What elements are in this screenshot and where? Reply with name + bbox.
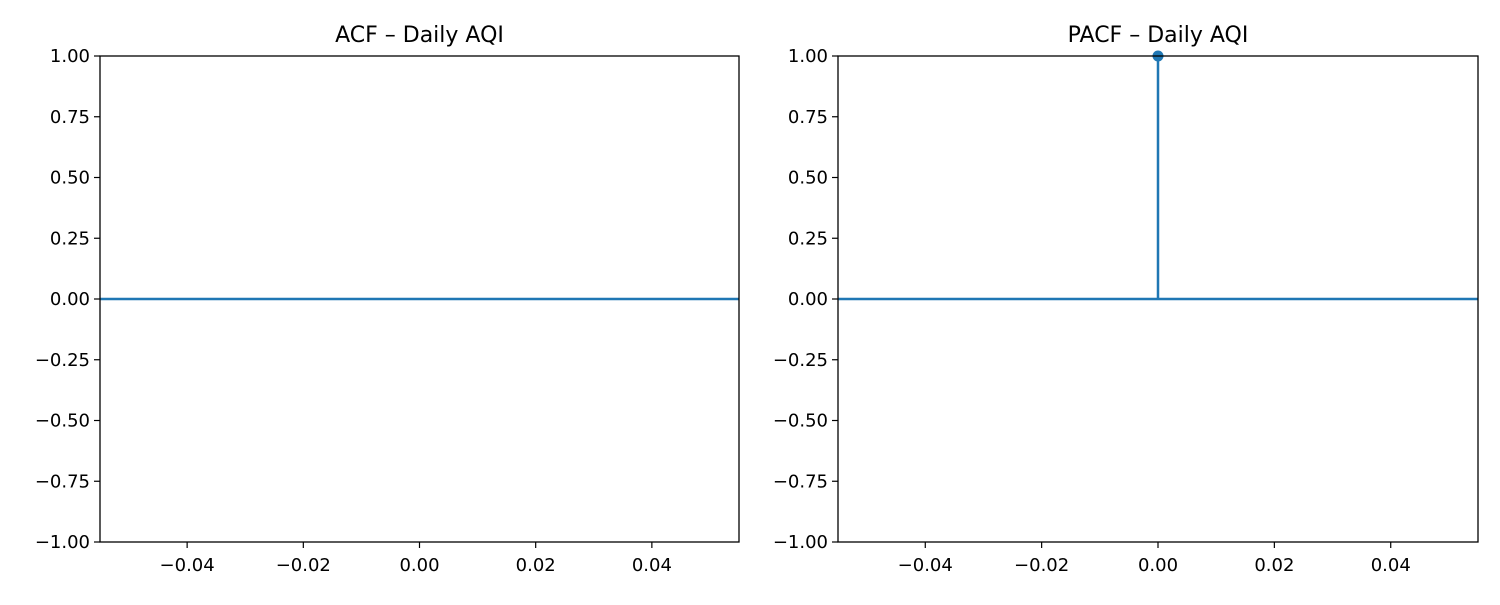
acf-y-tick-label: −0.75 <box>35 471 90 492</box>
acf-y-tick-label: 0.50 <box>50 168 90 189</box>
pacf-y-tick-label: 0.50 <box>788 168 828 189</box>
acf-x-tick-label: −0.02 <box>276 555 331 576</box>
acf-panel: ACF – Daily AQI 1.00 0.75 0.50 0.25 0.00 −0.25… <box>35 23 740 576</box>
acf-x-tick-label: −0.04 <box>160 555 215 576</box>
pacf-y-tick-label: −1.00 <box>773 532 828 553</box>
pacf-y-tick-label: 0.75 <box>788 107 828 128</box>
acf-y-tick-label: −0.25 <box>35 350 90 371</box>
acf-y-tick-label: 0.00 <box>50 289 90 310</box>
pacf-y-tick-label: 0.00 <box>788 289 828 310</box>
pacf-panel: PACF – Daily AQI 1.00 0.75 0.50 0.25 0.00 −0.2… <box>773 23 1479 576</box>
pacf-x-tick-label: −0.02 <box>1014 555 1069 576</box>
pacf-y-tick-label: −0.25 <box>773 350 828 371</box>
pacf-chart-title: PACF – Daily AQI <box>1068 23 1249 48</box>
acf-chart-title: ACF – Daily AQI <box>335 23 504 48</box>
pacf-y-tick-label: 1.00 <box>788 46 828 67</box>
acf-y-tick-label: −1.00 <box>35 532 90 553</box>
acf-x-tick-label: 0.00 <box>399 555 439 576</box>
pacf-axes-frame <box>837 55 1479 543</box>
acf-y-tick-label: 0.75 <box>50 107 90 128</box>
pacf-x-tick-label: 0.02 <box>1254 555 1294 576</box>
acf-y-tick-label: 1.00 <box>50 46 90 67</box>
acf-y-tick-label: −0.50 <box>35 411 90 432</box>
acf-y-tick-label: 0.25 <box>50 228 90 249</box>
pacf-y-tick-label: −0.75 <box>773 471 828 492</box>
pacf-y-tick-label: 0.25 <box>788 228 828 249</box>
acf-x-tick-label: 0.02 <box>516 555 556 576</box>
pacf-x-tick-label: 0.00 <box>1138 555 1178 576</box>
pacf-y-tick-label: −0.50 <box>773 411 828 432</box>
acf-x-tick-label: 0.04 <box>632 555 672 576</box>
pacf-x-tick-label: −0.04 <box>898 555 953 576</box>
acf-axes-frame <box>99 55 740 543</box>
pacf-x-tick-label: 0.04 <box>1371 555 1411 576</box>
